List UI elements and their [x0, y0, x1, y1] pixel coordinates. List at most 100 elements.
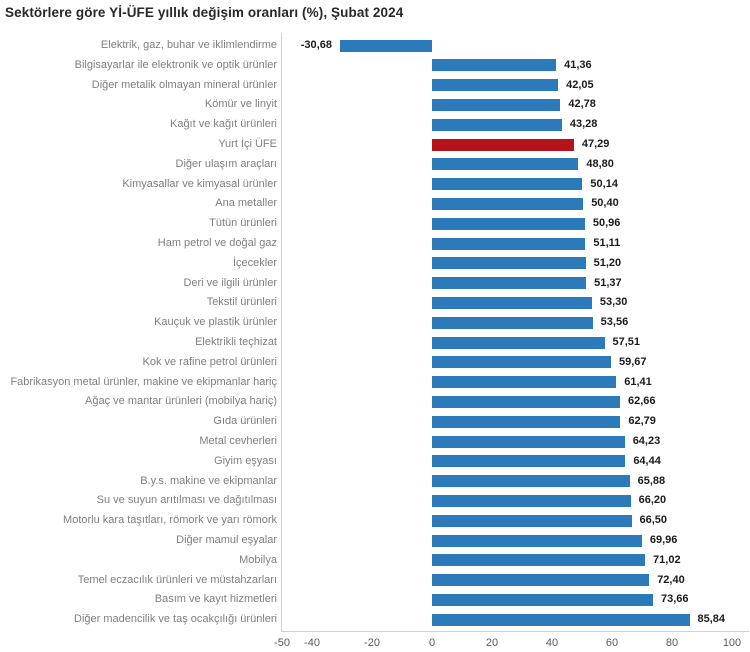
bar	[432, 494, 631, 507]
value-label: 57,51	[612, 336, 641, 348]
category-label: Kömür ve linyit	[204, 98, 277, 111]
bar	[432, 455, 626, 468]
bar	[432, 554, 646, 567]
value-label: 66,20	[638, 494, 667, 507]
category-label: Metal cevherleri	[199, 435, 277, 447]
value-label: 47,29	[581, 138, 610, 150]
category-label: Kok ve rafine petrol ürünleri	[142, 355, 277, 368]
value-label: -30,68	[300, 39, 332, 51]
bar	[432, 376, 617, 389]
value-label: 64,44	[633, 454, 661, 467]
value-label: 72,40	[657, 573, 685, 586]
value-label: 48,80	[586, 157, 614, 170]
bar	[432, 237, 586, 250]
bar	[432, 435, 625, 448]
bar	[432, 59, 557, 72]
value-label: 62,66	[627, 395, 656, 408]
bar	[432, 277, 587, 290]
bar	[432, 296, 592, 309]
value-label: 62,79	[628, 415, 656, 428]
bar	[432, 178, 583, 191]
bar	[432, 79, 559, 92]
category-label-yurt-ici-ufe: Yurt İçi ÜFE	[218, 138, 277, 150]
x-axis-tick-label: 40	[545, 637, 559, 649]
value-label: 71,02	[653, 553, 681, 566]
bar	[432, 257, 586, 270]
category-label: Ham petrol ve doğal gaz	[157, 237, 277, 249]
bar	[432, 197, 584, 210]
x-axis-tick-label: 20	[485, 637, 499, 649]
x-axis-tick-label: 0	[428, 637, 436, 649]
bar	[432, 336, 605, 349]
category-label: Basım ve kayıt hizmetleri	[154, 593, 277, 606]
bar	[432, 593, 653, 606]
x-axis-tick-label: -40	[304, 637, 320, 649]
bar	[339, 39, 432, 52]
value-label: 50,14	[590, 177, 618, 190]
x-axis-tick-label: -50	[274, 637, 290, 649]
category-label: Elektrik, gaz, buhar ve iklimlendirme	[100, 39, 277, 51]
value-label: 43,28	[569, 118, 598, 131]
category-label: Tekstil ürünleri	[206, 296, 277, 309]
value-label: 53,30	[599, 296, 628, 309]
value-label: 73,66	[660, 593, 689, 606]
value-label: 42,05	[566, 78, 594, 91]
y-axis-line	[281, 33, 282, 631]
bar	[432, 613, 690, 626]
bar	[432, 356, 611, 369]
category-label: Diğer mamul eşyalar	[176, 534, 277, 546]
category-label: Kauçuk ve plastik ürünler	[154, 316, 277, 329]
category-label: Kimyasallar ve kimyasal ürünler	[122, 177, 277, 190]
category-label: Ana metaller	[215, 197, 277, 210]
category-label: Temel eczacılık ürünleri ve müstahzarlar…	[77, 573, 277, 586]
x-axis-tick-label: 100	[722, 637, 742, 649]
category-label: İçecekler	[232, 256, 277, 269]
value-label: 69,96	[649, 534, 678, 546]
category-label: Fabrikasyon metal ürünler, makine ve eki…	[10, 375, 277, 388]
value-label: 59,67	[619, 355, 647, 368]
bar	[432, 158, 579, 171]
category-label: Deri ve ilgili ürünler	[183, 276, 277, 289]
x-axis-line	[281, 631, 749, 632]
value-label: 66,50	[639, 514, 668, 527]
value-label: 50,40	[591, 197, 619, 210]
category-label: Ağaç ve mantar ürünleri (mobilya hariç)	[85, 395, 277, 408]
x-axis-tick-label: 60	[605, 637, 619, 649]
bar	[432, 316, 593, 329]
category-label: Motorlu kara taşıtları, römork ve yarı r…	[63, 514, 277, 527]
category-label: B.y.s. makine ve ekipmanlar	[140, 474, 277, 487]
value-label: 51,20	[593, 256, 622, 269]
category-label: Gıda ürünleri	[213, 415, 277, 428]
category-label: Su ve suyun arıtılması ve dağıtılması	[96, 494, 277, 507]
value-label: 51,37	[594, 276, 622, 289]
category-label: Diğer ulaşım araçları	[175, 157, 277, 170]
category-label: Kağıt ve kağıt ürünleri	[169, 118, 277, 131]
bar	[432, 98, 561, 111]
x-axis-tick-label: -20	[364, 637, 380, 649]
category-label: Tütün ürünleri	[209, 217, 277, 230]
x-axis-tick-label: 80	[665, 637, 679, 649]
value-label: 65,88	[637, 474, 666, 487]
highlight-bar	[432, 138, 574, 151]
value-label: 51,11	[593, 237, 621, 249]
value-label: 61,41	[624, 375, 652, 388]
bar	[432, 415, 621, 428]
bar	[432, 514, 632, 527]
value-label: 41,36	[564, 58, 592, 71]
category-label: Giyim eşyası	[214, 454, 277, 467]
category-label: Diğer madencilik ve taş ocakçılığı ürünl…	[74, 613, 277, 626]
value-label: 50,96	[592, 217, 621, 230]
bar	[432, 534, 642, 547]
bar	[432, 395, 620, 408]
value-label: 42,78	[568, 98, 596, 111]
bar	[432, 475, 630, 488]
category-label: Mobilya	[239, 553, 277, 566]
category-label: Bilgisayarlar ile elektronik ve optik ür…	[74, 58, 277, 71]
value-label: 53,56	[600, 316, 629, 329]
value-label: 85,84	[697, 613, 726, 626]
category-label: Diğer metalik olmayan mineral ürünler	[91, 78, 277, 91]
category-label: Elektrikli teçhizat	[195, 336, 277, 348]
bar	[432, 217, 585, 230]
value-label: 64,23	[632, 435, 661, 447]
